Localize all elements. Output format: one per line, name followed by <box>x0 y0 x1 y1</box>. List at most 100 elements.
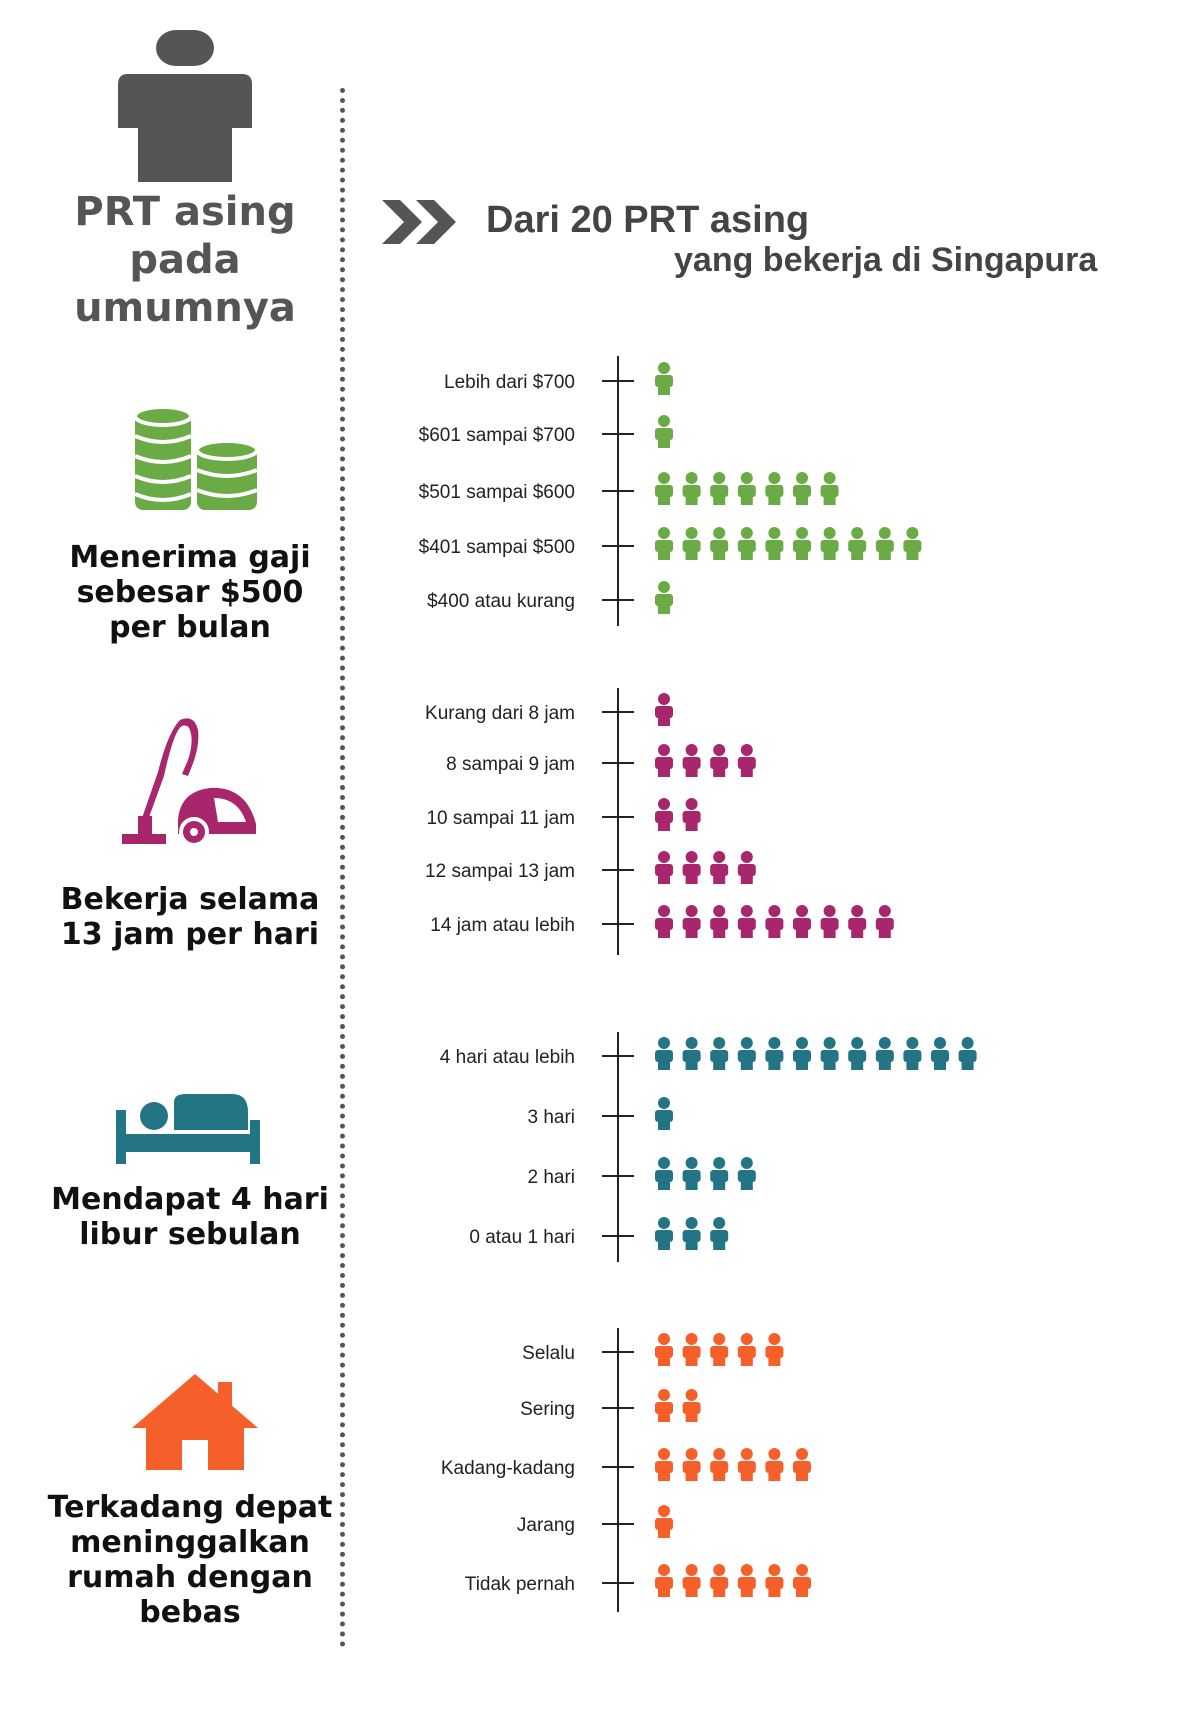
person-mark <box>765 527 784 560</box>
pictograph-chart: 4 hari atau lebih 3 hari 2 hari 0 atau 1 ha… <box>440 1032 977 1262</box>
category-label: Kurang dari 8 jam <box>425 703 575 724</box>
person-mark <box>682 1333 701 1366</box>
category-label: Tidak pernah <box>465 1574 575 1595</box>
pictograph-chart: Kurang dari 8 jam 8 sampai 9 jam 10 sampai… <box>425 688 894 955</box>
person-mark <box>682 527 701 560</box>
person-mark <box>710 851 729 884</box>
person-mark <box>765 1037 784 1070</box>
category-label: 3 hari <box>527 1107 575 1128</box>
person-mark <box>710 527 729 560</box>
section-caption: Menerima gaji sebesar $500 per bulan <box>40 540 340 645</box>
person-mark <box>903 527 922 560</box>
person-mark <box>737 1037 756 1070</box>
person-mark <box>655 1564 673 1597</box>
section-caption: Mendapat 4 hari libur sebulan <box>40 1182 340 1252</box>
person-mark <box>655 362 673 395</box>
person-mark <box>682 472 701 505</box>
category-label: Kadang-kadang <box>441 1458 575 1479</box>
person-mark <box>682 1157 701 1190</box>
caption-line: Mendapat 4 hari <box>51 1182 329 1217</box>
person-mark <box>875 1037 894 1070</box>
person-mark <box>655 1448 673 1481</box>
person-mark <box>710 905 729 938</box>
person-mark <box>655 798 673 831</box>
person-mark <box>682 1448 701 1481</box>
person-mark <box>655 1505 673 1538</box>
person-mark <box>765 1564 784 1597</box>
person-mark <box>737 527 756 560</box>
person-mark <box>737 1157 756 1190</box>
caption-line: Terkadang depat <box>47 1490 333 1525</box>
person-mark <box>793 905 811 938</box>
person-mark <box>737 1564 756 1597</box>
person-mark <box>682 905 701 938</box>
person-mark <box>737 744 756 777</box>
category-label: 10 sampai 11 jam <box>426 808 575 829</box>
caption-line: libur sebulan <box>79 1217 301 1252</box>
vacuum-cleaner-icon <box>122 718 256 847</box>
bed-icon <box>116 1094 260 1164</box>
person-mark <box>737 1448 756 1481</box>
person-mark <box>710 1217 729 1250</box>
person-mark <box>765 1333 784 1366</box>
person-mark <box>737 905 756 938</box>
person-mark <box>737 851 756 884</box>
person-mark <box>655 693 673 726</box>
person-mark <box>710 1448 729 1481</box>
category-label: 4 hari atau lebih <box>440 1047 575 1068</box>
house-icon <box>132 1374 258 1470</box>
coin-stacks-icon <box>133 405 259 510</box>
section-caption: Terkadang depat meninggalkan rumah denga… <box>40 1490 340 1630</box>
person-mark <box>793 1448 811 1481</box>
chart-subheading: yang bekerja di Singapura <box>674 241 1098 279</box>
person-mark <box>793 1564 811 1597</box>
category-label: 2 hari <box>527 1167 575 1188</box>
person-mark <box>931 1037 949 1070</box>
person-mark <box>655 1097 673 1130</box>
main-title: PRT asing pada umumnya <box>40 188 330 332</box>
person-mark <box>710 1564 729 1597</box>
person-mark <box>875 905 894 938</box>
person-mark <box>820 527 839 560</box>
dotted-divider <box>340 88 345 1648</box>
person-mark <box>655 527 673 560</box>
category-label: $400 atau kurang <box>427 591 575 612</box>
person-mark <box>655 744 673 777</box>
person-mark <box>682 1037 701 1070</box>
person-mark <box>710 744 729 777</box>
category-label: $501 sampai $600 <box>419 482 575 503</box>
person-mark <box>737 472 756 505</box>
category-label: 8 sampai 9 jam <box>446 754 575 775</box>
caption-line: sebesar $500 <box>76 575 304 610</box>
person-mark <box>655 1217 673 1250</box>
person-mark <box>655 472 673 505</box>
caption-line: per bulan <box>109 610 271 645</box>
person-mark <box>655 851 673 884</box>
main-title-line: pada <box>129 237 241 283</box>
category-label: 12 sampai 13 jam <box>425 861 575 882</box>
person-mark <box>793 1037 811 1070</box>
caption-line: Bekerja selama <box>60 882 320 917</box>
double-chevron-icon <box>382 200 456 244</box>
main-title-line: PRT asing <box>74 189 296 235</box>
person-mark <box>793 527 811 560</box>
section-caption: Bekerja selama 13 jam per hari <box>40 882 340 952</box>
person-mark <box>903 1037 922 1070</box>
pictograph-chart: Lebih dari $700 $601 sampai $700 $501 samp… <box>419 356 922 626</box>
category-label: 14 jam atau lebih <box>430 915 575 936</box>
person-mark <box>875 527 894 560</box>
person-mark <box>765 905 784 938</box>
person-mark <box>958 1037 977 1070</box>
person-mark <box>848 905 867 938</box>
category-label: $401 sampai $500 <box>419 537 575 558</box>
category-label: $601 sampai $700 <box>419 425 575 446</box>
person-mark <box>710 1157 729 1190</box>
person-mark <box>820 472 839 505</box>
caption-line: rumah dengan <box>67 1560 313 1595</box>
caption-line: 13 jam per hari <box>60 917 320 952</box>
person-mark <box>682 798 701 831</box>
person-mark <box>655 1333 673 1366</box>
person-mark <box>682 744 701 777</box>
category-label: Lebih dari $700 <box>444 372 575 393</box>
person-mark <box>710 472 729 505</box>
